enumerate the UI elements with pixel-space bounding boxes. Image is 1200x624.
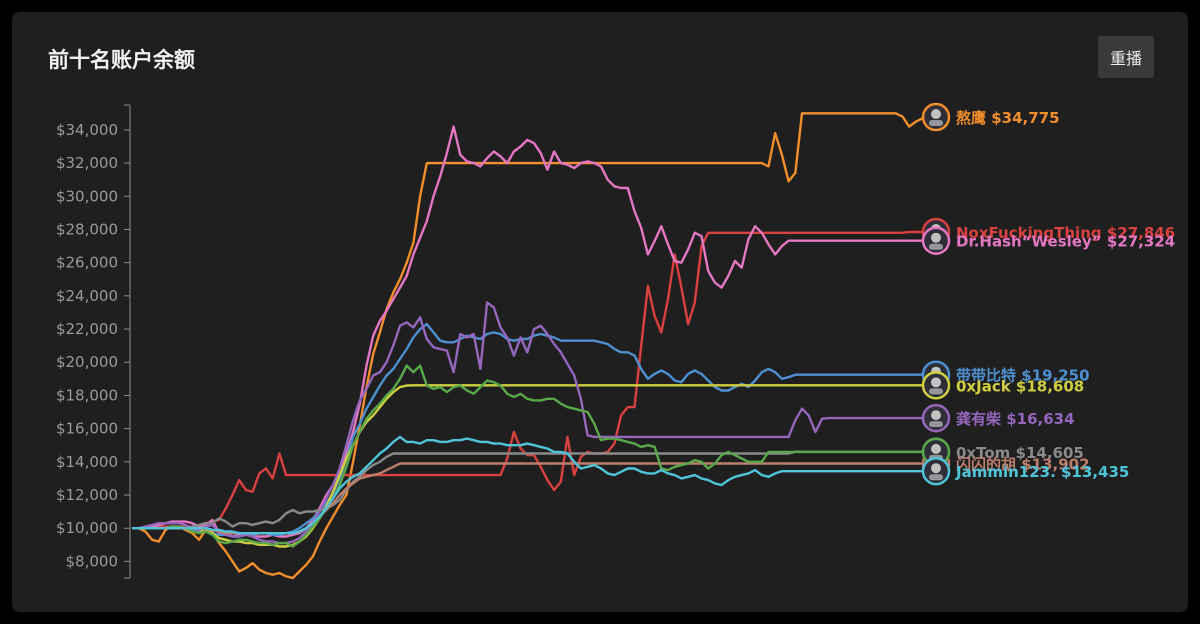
series-end-label: NoxFuckingThing $27,846 (956, 224, 1175, 242)
series-line (132, 301, 936, 545)
series-line (132, 230, 936, 530)
y-tick-label: $30,000 (56, 187, 118, 205)
series-end-label: 闪闪的胡 $13,902 (956, 455, 1090, 473)
y-tick-label: $34,000 (56, 121, 118, 139)
y-tick-label: $22,000 (56, 320, 118, 338)
y-tick-label: $14,000 (56, 453, 118, 471)
y-tick-label: $28,000 (56, 220, 118, 238)
series-lines (132, 112, 936, 580)
line-chart: $8,000 $10,000 $12,000 $14,000 $16,000 $18,00… (56, 102, 1175, 580)
replay-button[interactable]: 重播 (1098, 36, 1154, 78)
series-line (132, 462, 936, 535)
y-tick-label: $18,000 (56, 386, 118, 404)
series-end-label: 带带比特 $19,250 (956, 367, 1090, 385)
y-tick-label: $12,000 (56, 486, 118, 504)
series-line (132, 112, 936, 580)
series-line (132, 435, 936, 535)
y-tick-label: $26,000 (56, 254, 118, 272)
series-end-label: 熬鹰 $34,775 (956, 109, 1060, 127)
series-end-labels: 熬鹰 $34,775 NoxFuckingThing $27,846Dr.Hash… (921, 102, 1175, 486)
y-axis: $8,000 $10,000 $12,000 $14,000 $16,000 $18,00… (56, 104, 131, 579)
hash-avatar-icon (921, 226, 951, 255)
series-end-label: 0xTom $14,605 (956, 444, 1084, 462)
chart-card: 前十名账户余额 重播 $8,000 $10,000 $12,000 $14,000 $1… (12, 12, 1188, 612)
y-tick-label: $8,000 (66, 552, 119, 570)
series-end-label: 0xJack $18,608 (956, 377, 1084, 395)
jammin-avatar-icon (921, 456, 951, 486)
y-tick-label: $24,000 (56, 287, 118, 305)
series-end-label: 龚有柴 $16,634 (956, 410, 1075, 428)
chart-title: 前十名账户余额 (48, 48, 195, 72)
y-tick-label: $20,000 (56, 353, 118, 371)
y-tick-label: $10,000 (56, 519, 118, 537)
panda-avatar-icon (921, 102, 951, 132)
y-tick-label: $16,000 (56, 420, 118, 438)
sheep-avatar-icon (921, 437, 951, 467)
gong-avatar-icon (921, 403, 951, 433)
series-end-label: Dr.Hash“Wesley” $27,324 (956, 233, 1175, 251)
series-end-label: Jammin123. $13,435 (955, 463, 1129, 481)
series-line (132, 384, 936, 548)
series-line (132, 125, 936, 538)
y-tick-label: $32,000 (56, 154, 118, 172)
series-line (132, 364, 936, 548)
jack-avatar-icon (921, 371, 951, 400)
